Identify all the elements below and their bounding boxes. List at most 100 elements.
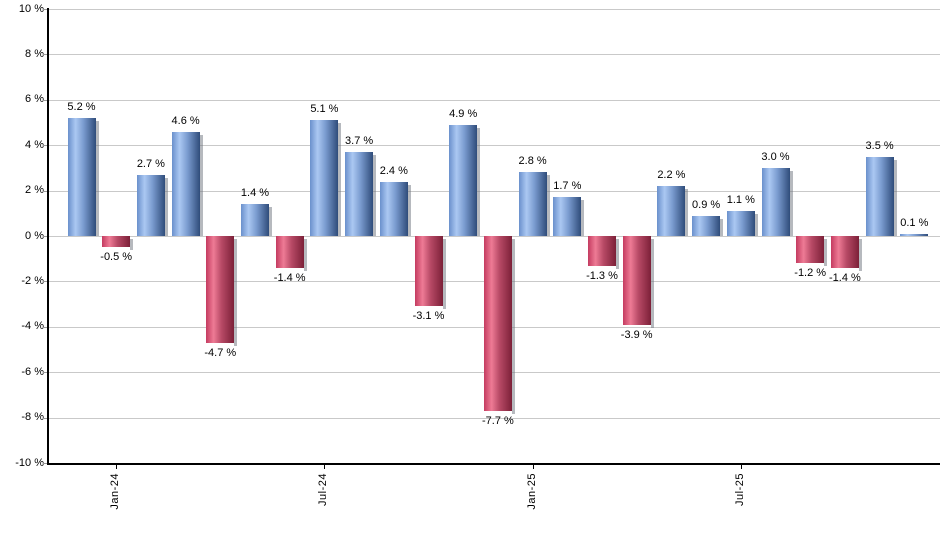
bar-positive bbox=[692, 215, 721, 236]
bar-positive bbox=[345, 152, 374, 236]
y-axis-tick bbox=[43, 372, 47, 374]
bar-negative bbox=[588, 236, 616, 266]
bar-shadow bbox=[95, 120, 99, 236]
bar-value-label: 5.2 % bbox=[67, 100, 96, 113]
bar-positive bbox=[379, 181, 408, 236]
y-axis-tick-label: 10 % bbox=[18, 2, 44, 15]
bar-value-label: -1.2 % bbox=[794, 267, 827, 280]
bar-shadow bbox=[164, 177, 168, 236]
bar-shadow bbox=[650, 239, 654, 328]
y-axis-tick-label: -10 % bbox=[15, 456, 44, 469]
bar-value-label: 3.5 % bbox=[865, 139, 894, 152]
bar-positive bbox=[171, 131, 200, 236]
bar-shadow bbox=[373, 155, 377, 236]
bar-shadow bbox=[442, 239, 446, 310]
bar-value-label: -3.1 % bbox=[412, 310, 445, 323]
bar-shadow bbox=[511, 239, 515, 414]
x-axis-tick-label: Jul-24 bbox=[317, 473, 330, 506]
gridline bbox=[47, 54, 940, 56]
bar-positive bbox=[761, 167, 790, 236]
bar-value-label: 4.9 % bbox=[449, 107, 478, 120]
bar-negative bbox=[796, 236, 825, 264]
y-axis-tick-label: 8 % bbox=[25, 47, 44, 60]
y-axis-tick-label: -4 % bbox=[21, 320, 44, 333]
bar-negative bbox=[622, 236, 651, 325]
x-axis-line bbox=[47, 463, 940, 465]
bar-value-label: 1.4 % bbox=[240, 187, 270, 200]
bar-value-label: -1.4 % bbox=[828, 271, 861, 284]
y-axis-tick-label: 0 % bbox=[25, 229, 44, 242]
bar-positive bbox=[865, 156, 894, 236]
y-axis-tick-label: -8 % bbox=[21, 411, 44, 424]
y-axis-tick bbox=[43, 236, 47, 237]
bar-positive bbox=[726, 211, 755, 236]
y-axis-tick bbox=[43, 145, 47, 147]
bar-value-label: 2.2 % bbox=[657, 169, 686, 182]
bar-value-label: -4.7 % bbox=[204, 346, 237, 359]
y-axis-tick bbox=[43, 9, 47, 10]
bar-value-label: -1.4 % bbox=[273, 271, 306, 284]
bar-positive bbox=[900, 233, 929, 236]
y-axis-tick-label: 4 % bbox=[25, 138, 44, 151]
bar-shadow bbox=[303, 239, 307, 271]
gridline bbox=[47, 9, 940, 10]
x-axis-tick bbox=[532, 463, 534, 469]
y-axis-line bbox=[47, 8, 49, 463]
bar-value-label: 2.8 % bbox=[518, 155, 547, 168]
y-axis-tick-label: 2 % bbox=[25, 184, 44, 197]
bar-negative bbox=[830, 236, 859, 268]
bar-shadow bbox=[685, 189, 689, 236]
bar-value-label: -7.7 % bbox=[481, 414, 514, 427]
bar-positive bbox=[518, 172, 547, 236]
bar-value-label: -1.3 % bbox=[586, 269, 618, 282]
bar-positive bbox=[449, 124, 478, 236]
bar-shadow bbox=[858, 239, 862, 271]
bar-shadow bbox=[546, 175, 550, 236]
bar-value-label: 3.7 % bbox=[345, 135, 374, 147]
bar-negative bbox=[206, 236, 235, 343]
bar-positive bbox=[67, 117, 96, 236]
bar-value-label: 0.9 % bbox=[692, 198, 721, 211]
bar-negative bbox=[483, 236, 512, 411]
gridline bbox=[47, 190, 940, 192]
bar-positive bbox=[241, 204, 269, 236]
bar-positive bbox=[136, 174, 165, 236]
x-axis-tick-label: Jan-24 bbox=[109, 473, 122, 510]
bar-value-label: 1.7 % bbox=[553, 180, 582, 193]
bar-value-label: 0.1 % bbox=[900, 216, 929, 229]
bar-shadow bbox=[199, 134, 203, 236]
bar-positive bbox=[657, 186, 686, 236]
x-axis-tick-label: Jul-25 bbox=[733, 473, 746, 506]
y-axis-tick bbox=[43, 326, 47, 328]
bar-shadow bbox=[754, 214, 758, 236]
bar-positive bbox=[553, 197, 582, 236]
y-axis-tick bbox=[43, 417, 47, 419]
bar-value-label: 4.6 % bbox=[171, 114, 200, 127]
bar-shadow bbox=[269, 207, 272, 236]
bar-shadow bbox=[581, 200, 585, 236]
y-axis-tick-label: -6 % bbox=[21, 365, 44, 378]
gridline bbox=[47, 99, 940, 101]
bar-shadow bbox=[789, 170, 793, 236]
x-axis-tick-label: Jan-25 bbox=[525, 473, 538, 510]
y-axis-tick bbox=[43, 281, 47, 283]
y-axis-tick-label: 6 % bbox=[25, 93, 44, 106]
bar-negative bbox=[102, 236, 131, 248]
y-axis-tick-label: -2 % bbox=[21, 274, 44, 287]
y-axis-tick bbox=[43, 190, 47, 192]
gridline bbox=[47, 145, 940, 147]
bar-shadow bbox=[477, 127, 481, 236]
y-axis-tick bbox=[43, 54, 47, 56]
bar-value-label: -0.5 % bbox=[100, 251, 133, 264]
bar-value-label: 1.1 % bbox=[726, 194, 755, 207]
bar-value-label: 3.0 % bbox=[761, 150, 790, 163]
x-axis-tick bbox=[740, 463, 742, 469]
bar-shadow bbox=[407, 184, 411, 236]
bar-negative bbox=[275, 236, 304, 268]
y-axis-tick bbox=[43, 99, 47, 101]
x-axis-tick bbox=[324, 463, 326, 469]
y-axis-tick bbox=[43, 463, 47, 464]
bar-shadow bbox=[338, 123, 342, 236]
bar-shadow bbox=[824, 239, 828, 267]
